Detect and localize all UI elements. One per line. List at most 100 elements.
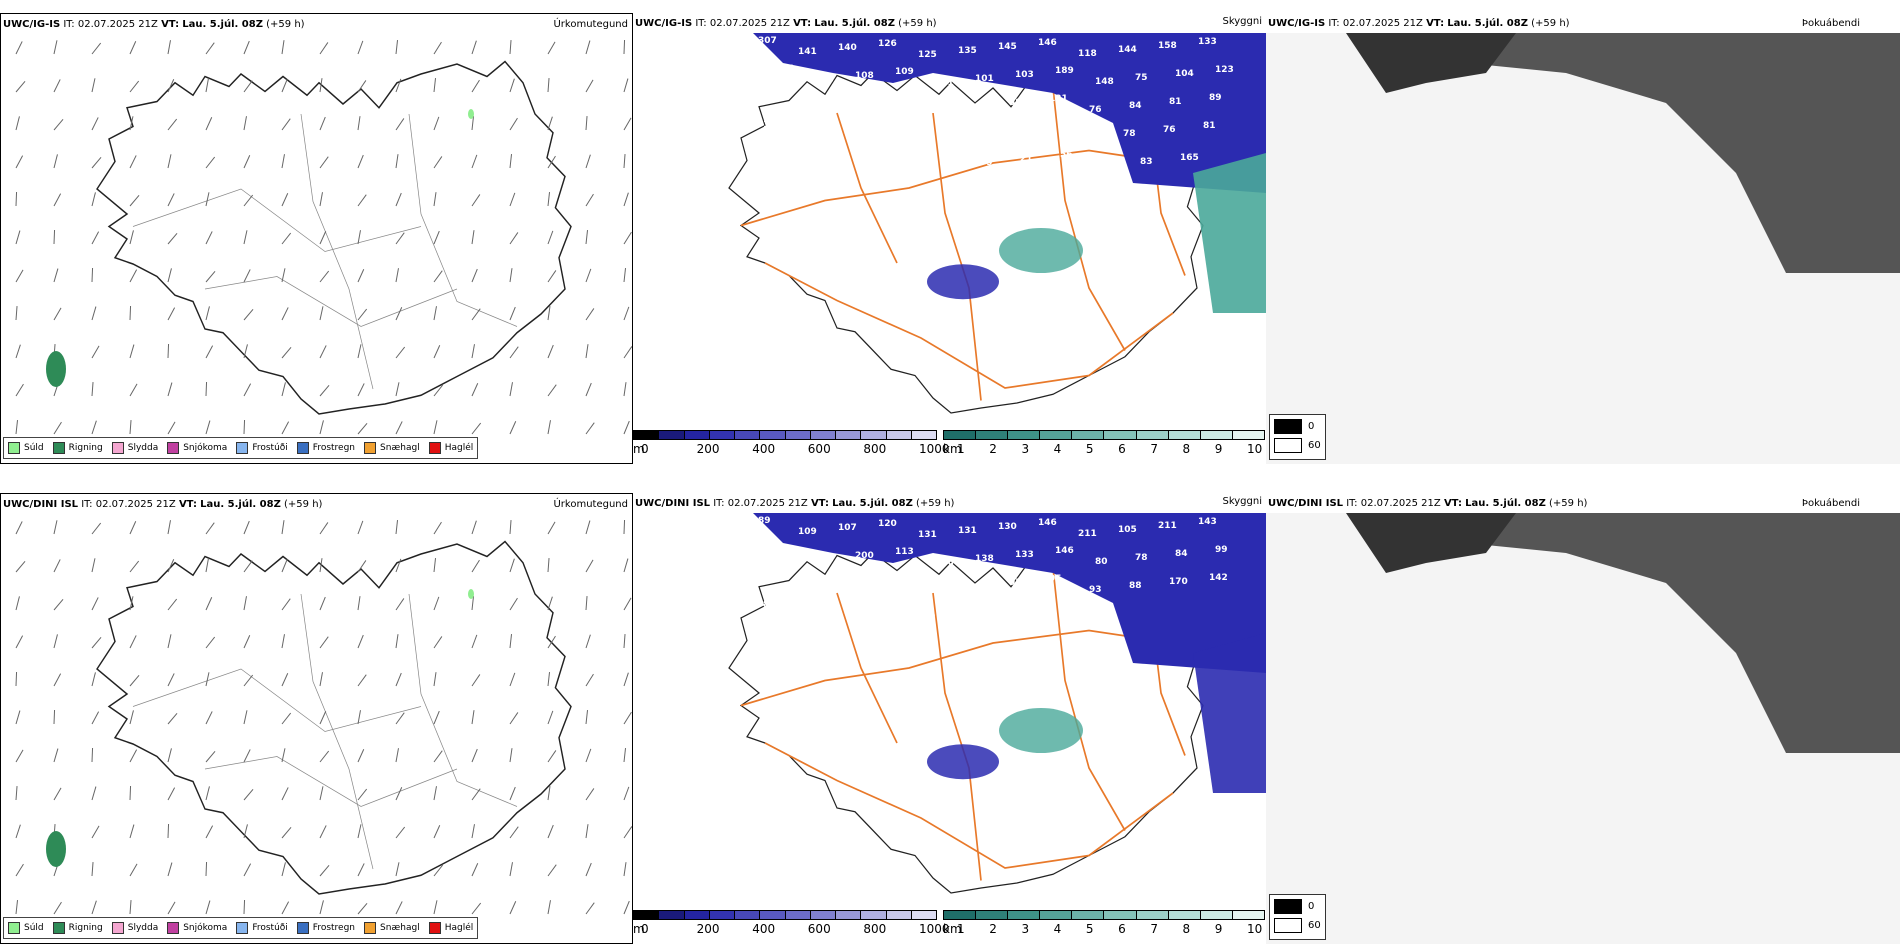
visibility-value-label: 58 (1009, 98, 1022, 108)
wind-barb (53, 634, 58, 649)
colorbar-tick-label: 7 (1150, 922, 1158, 936)
wind-barb (53, 79, 61, 93)
drizzle-patch (468, 589, 474, 599)
wind-barb (433, 636, 443, 649)
wind-barb (585, 748, 592, 763)
visibility-value-label: 141 (935, 78, 954, 88)
wind-barb (243, 710, 248, 725)
cloud-patch (999, 228, 1083, 273)
wind-barb (91, 382, 94, 397)
wind-barb (129, 674, 140, 687)
wind-barb (547, 384, 557, 397)
wind-barb (547, 900, 551, 915)
wind-barb (623, 268, 627, 283)
wind-barb (357, 710, 361, 725)
wind-barb (319, 786, 324, 801)
colorbar-swatch (1040, 911, 1073, 919)
wind-barb (357, 824, 362, 839)
wind-barb (319, 116, 326, 131)
wind-barb (623, 634, 626, 649)
road (740, 149, 1174, 227)
colorbar-unit: m (633, 922, 645, 936)
wind-barb (395, 558, 402, 573)
visibility-value-label: 118 (1078, 49, 1097, 59)
legend-label: Frostúði (252, 443, 288, 453)
wind-barb (509, 232, 519, 245)
wind-barb (243, 80, 253, 93)
wind-barb (357, 674, 367, 687)
wind-barb (433, 230, 440, 245)
colorbar-tick-label: 1 (957, 922, 965, 936)
wind-barb (395, 901, 403, 915)
wind-barb (129, 344, 135, 359)
wind-barbs (15, 39, 632, 435)
colorbar-swatch (810, 431, 836, 439)
colorbar-ticks: km 1 2 3 4 5 6 7 8 9 10 (943, 922, 1265, 936)
colorbar-swatch (1200, 431, 1233, 439)
wind-barb (167, 40, 171, 55)
wind-barb (167, 559, 175, 573)
colorbar-tick-label: 10 (1247, 922, 1263, 936)
road-lines (132, 113, 518, 390)
wind-barb (15, 824, 21, 839)
wind-barb (509, 78, 515, 93)
colorbar-swatch (836, 911, 862, 919)
wind-barb (205, 711, 213, 725)
legend-item: Snjókoma (167, 442, 227, 454)
visibility-value-label: 91 (940, 162, 953, 172)
wind-barb (129, 305, 132, 321)
fog-legend-label: 60 (1308, 440, 1321, 451)
colorbar-swatch (836, 431, 862, 439)
colorbar-swatch (911, 431, 936, 439)
wind-barb (357, 230, 361, 245)
panel-title: Skyggni (1222, 16, 1262, 27)
legend-swatch (52, 442, 65, 454)
wind-barb (509, 346, 519, 359)
colorbar-ticks: m 0 200 400 600 800 1000 (633, 442, 950, 456)
road (932, 592, 982, 881)
wind-barb (395, 192, 402, 207)
visibility-value-label: 140 (838, 43, 857, 53)
colorbar-swatch (886, 911, 912, 919)
colorbar-swatch (976, 911, 1009, 919)
colorbar-tick-label: 4 (1053, 922, 1062, 936)
wind-barb (433, 156, 443, 169)
legend-swatch (167, 442, 180, 454)
legend-label: Rigning (68, 443, 103, 453)
wind-barb (53, 559, 61, 573)
wind-barb (509, 748, 513, 763)
visibility-value-label: 104 (1175, 69, 1194, 79)
wind-barb (623, 192, 629, 207)
colorbar-tick-label: 1000 (919, 922, 950, 936)
fog-panel-row2: UWC/DINI ISL IT: 02.07.2025 21Z VT: Lau.… (1266, 493, 1900, 944)
fog-map (1266, 33, 1900, 464)
wind-barb (623, 672, 629, 687)
road (836, 592, 898, 744)
legend-swatch (236, 922, 249, 934)
panel-header: UWC/IG-IS IT: 02.07.2025 21Z VT: Lau. 5.… (1268, 18, 1570, 29)
colorbar-tick-label: 400 (752, 922, 776, 936)
wind-barb (15, 420, 19, 435)
wind-barb (205, 78, 209, 93)
visibility-value-label: 145 (998, 42, 1017, 52)
colorbar-strip (943, 910, 1265, 920)
visibility-value-label: 146 (1038, 518, 1057, 528)
legend-item: Frostúði (236, 922, 288, 934)
wind-barb (395, 634, 399, 649)
colorbar-tick-label: 0 (641, 442, 649, 456)
wind-barb (243, 560, 253, 573)
wind-barb (585, 596, 588, 611)
wind-barb (547, 635, 556, 649)
panel-header: UWC/DINI ISL IT: 02.07.2025 21Z VT: Lau.… (635, 498, 955, 509)
wind-barb (433, 78, 437, 93)
visibility-value-label: 131 (958, 526, 977, 536)
panel-header: UWC/DINI ISL IT: 02.07.2025 21Z VT: Lau.… (3, 499, 323, 510)
road (740, 629, 1174, 707)
wind-barb (319, 558, 323, 573)
visibility-value-label: 72 (923, 134, 936, 144)
wind-barb (433, 116, 440, 131)
legend-swatch (8, 922, 20, 934)
wind-barb (433, 306, 437, 321)
wind-barb (471, 863, 479, 877)
wind-barb (395, 78, 402, 93)
